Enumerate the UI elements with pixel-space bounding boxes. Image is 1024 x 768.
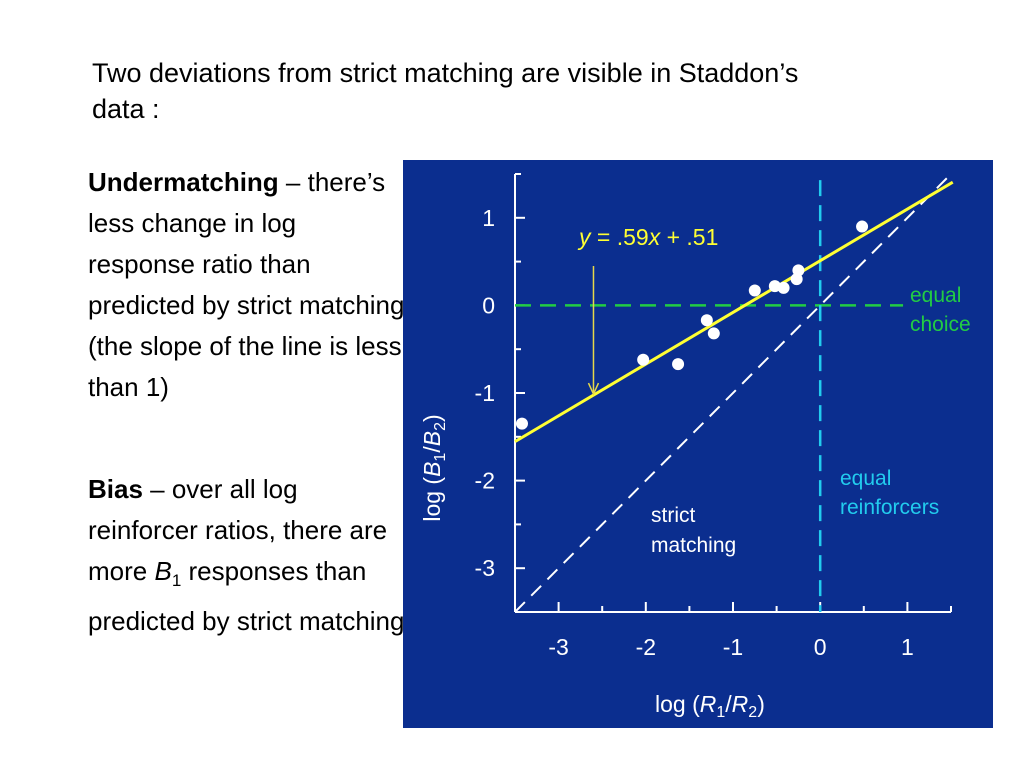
strict-matching-line xyxy=(514,173,952,613)
data-point xyxy=(637,353,650,366)
fit-line xyxy=(514,180,954,443)
data-point xyxy=(700,314,713,327)
x-tick-label: -1 xyxy=(723,634,743,660)
fit-line-group xyxy=(514,180,954,443)
data-point xyxy=(707,327,720,340)
y-tick-label: -3 xyxy=(475,555,495,581)
x-tick-label: 0 xyxy=(814,634,827,660)
equal-reinforcers-label-2: reinforcers xyxy=(840,496,939,519)
axes: -3 -2 -1 0 1 1 0 -1 -2 -3 xyxy=(475,173,952,660)
reference-lines xyxy=(514,173,952,613)
x-tick-label: 1 xyxy=(901,634,914,660)
y-tick-label: -1 xyxy=(475,380,495,406)
equal-reinforcers-label-1: equal xyxy=(840,467,891,490)
data-point xyxy=(777,281,790,294)
data-point xyxy=(515,417,528,430)
data-point xyxy=(792,264,805,277)
annotation-arrow-head xyxy=(587,382,600,396)
x-axis-label: log (R1/R2) xyxy=(655,691,765,721)
y-tick-label: -2 xyxy=(475,468,495,494)
bias-paragraph: Bias – over all log reinforcer ratios, t… xyxy=(88,469,408,642)
slide-title: Two deviations from strict matching are … xyxy=(92,58,799,124)
y-axis-label: log (B1/B2) xyxy=(419,414,449,521)
bias-description-end: responses than predicted by strict match… xyxy=(88,556,405,637)
bias-description-start: – over all log reinforcer ratios, there … xyxy=(88,474,388,586)
bias-b-subscript: 1 xyxy=(171,571,182,591)
x-tick-label: -2 xyxy=(636,634,656,660)
chart-panel: -3 -2 -1 0 1 1 0 -1 -2 -3 y = .59x + .51 equal ch… xyxy=(403,160,993,728)
strict-matching-label-1: strict xyxy=(651,504,695,527)
undermatching-term: Undermatching xyxy=(88,167,279,197)
data-point xyxy=(748,284,761,297)
strict-matching-label-2: matching xyxy=(651,534,736,557)
fit-equation-label: y = .59x + .51 xyxy=(577,224,718,250)
data-points xyxy=(515,220,869,430)
x-tick-label: -3 xyxy=(548,634,568,660)
y-tick-label: 1 xyxy=(482,205,495,231)
data-point xyxy=(672,358,685,371)
undermatching-paragraph: Undermatching – there’s less change in l… xyxy=(88,162,408,408)
equal-choice-label-2: choice xyxy=(910,313,971,336)
matching-chart: -3 -2 -1 0 1 1 0 -1 -2 -3 y = .59x + .51 equal ch… xyxy=(419,173,971,721)
bias-b-variable: B xyxy=(154,556,172,586)
y-tick-label: 0 xyxy=(482,292,495,318)
undermatching-description: – there’s less change in log response ra… xyxy=(88,167,405,402)
data-point xyxy=(856,220,869,233)
equal-choice-label-1: equal xyxy=(910,284,961,307)
bias-term: Bias xyxy=(88,474,143,504)
